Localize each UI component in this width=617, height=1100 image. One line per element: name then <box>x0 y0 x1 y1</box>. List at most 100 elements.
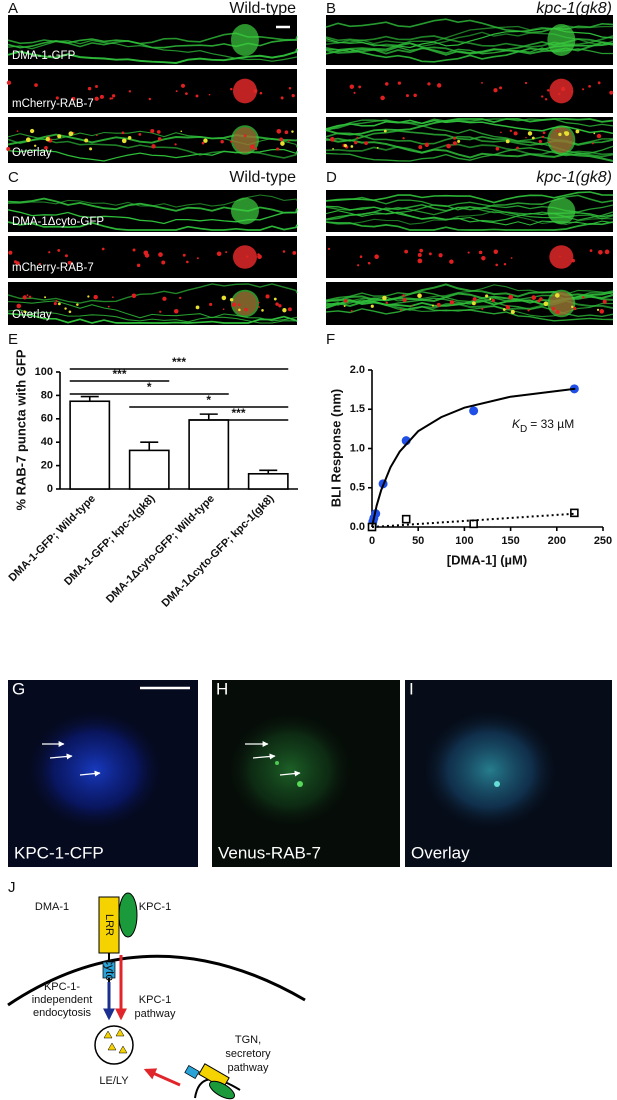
punctum <box>591 142 594 145</box>
route-label: KPC-1- <box>44 981 80 993</box>
punctum <box>489 298 492 301</box>
channel-label: mCherry-RAB-7 <box>12 98 94 110</box>
y-tick-label: 80 <box>41 389 53 401</box>
punctum <box>481 307 484 310</box>
punctum <box>555 309 560 314</box>
punctum <box>478 250 483 255</box>
punctum <box>220 139 224 144</box>
punctum <box>250 144 255 150</box>
punctum <box>547 141 550 144</box>
punctum <box>278 304 282 308</box>
punctum <box>359 255 363 258</box>
punctum <box>99 94 104 99</box>
punctum <box>196 257 199 260</box>
punctum <box>364 141 368 146</box>
y-tick-label: 60 <box>41 413 53 425</box>
punctum <box>525 136 527 139</box>
cell-body <box>232 245 257 269</box>
punctum <box>230 87 233 91</box>
punctum <box>254 147 258 151</box>
punctum <box>413 93 417 98</box>
punctum <box>195 305 200 310</box>
punctum <box>179 296 182 300</box>
channel-label: DMA-1Δcyto-GFP <box>12 216 104 228</box>
kd-subscript: D <box>520 424 527 435</box>
cell-body <box>549 291 574 316</box>
kd-annotation: KD = 33 µM <box>512 417 574 434</box>
punctum <box>547 89 550 92</box>
neurite <box>7 312 298 324</box>
y-tick-label: 1.5 <box>350 403 365 415</box>
image-label: Overlay <box>411 843 470 862</box>
cargo-item <box>107 1042 117 1051</box>
punctum <box>537 299 541 303</box>
neurite <box>7 221 298 231</box>
punctum <box>287 140 290 142</box>
punctum <box>22 295 27 300</box>
punctum <box>89 147 93 151</box>
punctum <box>485 294 489 298</box>
punctum <box>275 761 279 765</box>
punctum <box>195 94 199 98</box>
punctum <box>491 298 495 302</box>
punctum <box>131 293 137 299</box>
punctum <box>53 302 57 306</box>
punctum <box>282 307 287 313</box>
punctum <box>94 96 99 101</box>
x-tick-label: 200 <box>548 535 566 547</box>
punctum <box>276 147 280 151</box>
punctum <box>602 299 607 304</box>
neurite <box>7 138 298 159</box>
arrows <box>42 741 301 777</box>
punctum <box>500 131 502 134</box>
punctum <box>452 141 458 146</box>
punctum <box>453 136 457 140</box>
punctum <box>376 146 379 149</box>
punctum <box>353 91 356 94</box>
punctum <box>45 137 50 142</box>
data-point <box>401 514 411 524</box>
punctum <box>275 302 279 306</box>
punctum <box>593 132 596 135</box>
arrow <box>79 770 101 777</box>
neurite <box>325 137 614 162</box>
punctum <box>174 143 177 146</box>
punctum <box>111 296 114 299</box>
punctum <box>573 306 577 311</box>
route-label: pathway <box>135 1008 176 1020</box>
punctum <box>350 145 354 148</box>
x-tick-label: DMA-1Δcyto-GFP; Wild-type <box>104 493 217 606</box>
punctum <box>516 146 519 150</box>
panel-letter: C <box>8 169 19 186</box>
punctum <box>180 130 183 133</box>
punctum <box>109 97 112 100</box>
punctum <box>55 96 59 100</box>
punctum <box>357 264 360 267</box>
panel-letter: H <box>216 679 228 698</box>
neurite <box>325 118 614 136</box>
panel-letter: A <box>8 0 18 17</box>
punctum <box>121 131 125 135</box>
punctum <box>467 251 470 254</box>
neurite <box>325 305 614 322</box>
neurite <box>325 221 614 231</box>
punctum <box>23 310 27 314</box>
significance-label: * <box>206 393 211 407</box>
punctum <box>405 94 409 98</box>
punctum <box>510 309 515 315</box>
punctum <box>356 136 359 139</box>
cargo-item <box>118 1045 128 1054</box>
punctum <box>506 305 511 310</box>
punctum <box>111 94 116 98</box>
punctum <box>258 306 260 308</box>
x-tick-label: 50 <box>412 535 424 547</box>
punctum <box>571 305 574 309</box>
cell-body <box>547 24 576 56</box>
punctum <box>531 295 537 300</box>
tgn-label: secretory <box>225 1048 271 1060</box>
punctum <box>384 82 389 86</box>
micrographs <box>6 15 614 325</box>
punctum <box>221 295 227 301</box>
